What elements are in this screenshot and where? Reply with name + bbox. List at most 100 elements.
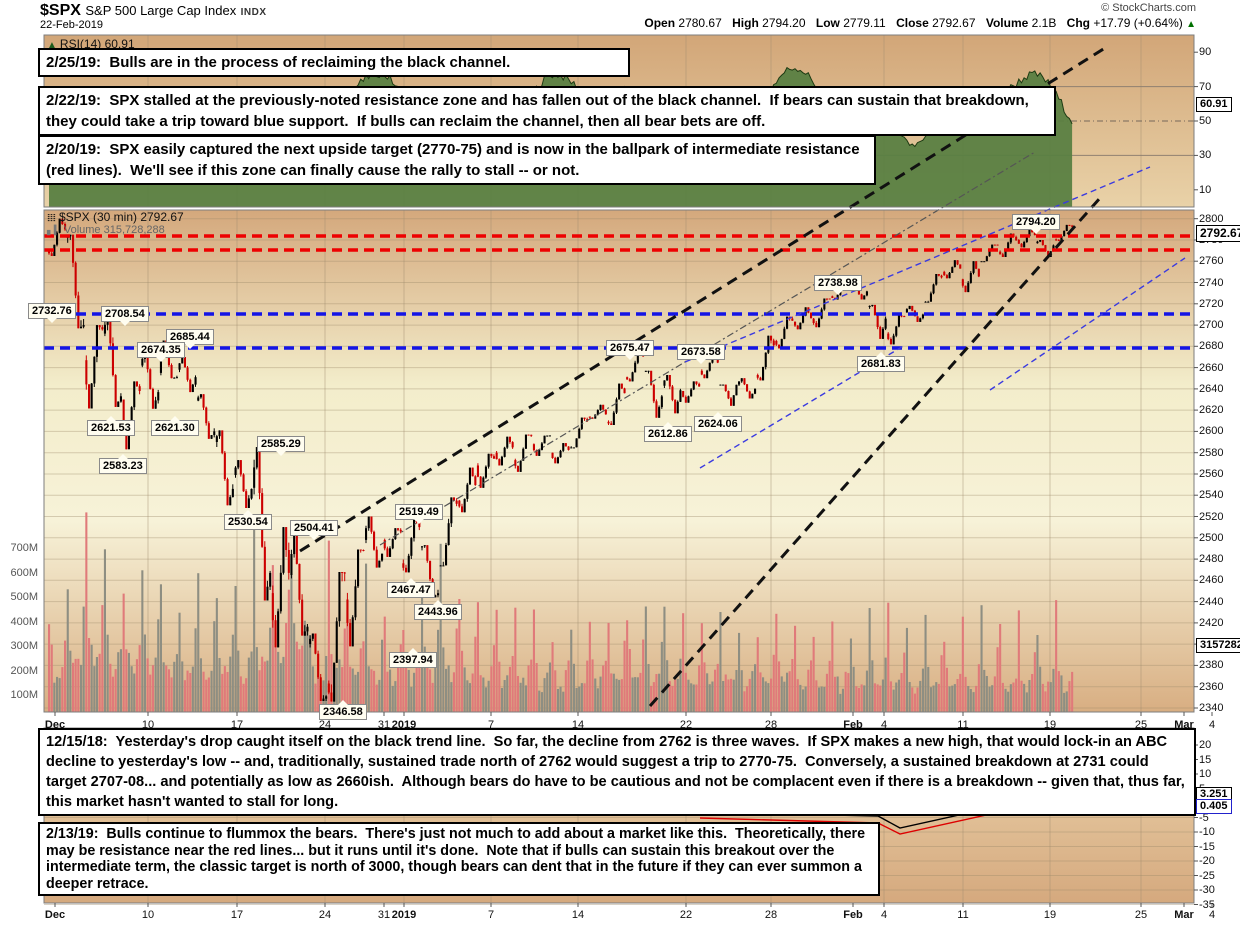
chart-header: $SPX S&P 500 Large Cap Index INDX bbox=[40, 2, 267, 20]
price-axis-label: 2620 bbox=[1199, 404, 1224, 416]
price-axis-label: 2540 bbox=[1199, 489, 1224, 501]
quote-value: 2.1B bbox=[1031, 16, 1057, 30]
volume-axis-label: 100M bbox=[10, 689, 38, 701]
date-axis-label: 2019 bbox=[391, 909, 417, 921]
macd-axis-label: -25 bbox=[1199, 869, 1215, 882]
callout-pointer bbox=[413, 519, 424, 524]
volume-axis-label: 700M bbox=[10, 542, 38, 554]
price-axis-label: 2640 bbox=[1199, 383, 1224, 395]
price-axis-label: 2380 bbox=[1199, 659, 1224, 671]
ohlc-quote-line: Open 2780.67 High 2794.20 Low 2779.11 Cl… bbox=[637, 16, 1196, 30]
date-axis-label: 24 bbox=[318, 909, 332, 921]
macd-axis-label: -20 bbox=[1199, 855, 1215, 867]
date-axis-label: 7 bbox=[487, 909, 495, 921]
macd-axis-label: 15 bbox=[1199, 753, 1212, 766]
rsi-axis-label: 10 bbox=[1199, 183, 1212, 196]
rsi-axis-label: 50 bbox=[1199, 115, 1212, 127]
price-axis-label: 2520 bbox=[1199, 511, 1224, 523]
date-axis-label: Mar bbox=[1174, 909, 1194, 921]
price-callout-label: 2612.86 bbox=[644, 422, 692, 442]
callout-pointer bbox=[337, 700, 348, 705]
callout-pointer bbox=[407, 648, 418, 653]
rsi-pane-label: ▲ RSI(14) 60.91 bbox=[47, 37, 135, 51]
price-callout-label: 2467.47 bbox=[387, 578, 435, 598]
price-axis-label: 2800 bbox=[1199, 213, 1224, 225]
annotation-note-2-13: 2/13/19: Bulls continue to flummox the b… bbox=[38, 822, 880, 896]
macd-value-bubble: 3.251 bbox=[1196, 787, 1232, 802]
price-callout-label: 2708.54 bbox=[101, 306, 149, 326]
copyright: © StockCharts.com bbox=[1101, 2, 1196, 14]
callout-pointer bbox=[105, 416, 116, 421]
price-axis-label: 2500 bbox=[1199, 532, 1224, 544]
price-callout-label: 2346.58 bbox=[319, 700, 367, 720]
date-axis-label: 14 bbox=[571, 909, 585, 921]
callout-pointer bbox=[308, 535, 319, 540]
rsi-axis-label: 90 bbox=[1199, 46, 1212, 59]
callout-pointer bbox=[46, 318, 57, 323]
callout-pointer bbox=[155, 357, 166, 362]
price-axis-label: 2680 bbox=[1199, 340, 1224, 352]
date-axis-label: Feb bbox=[843, 909, 863, 921]
callout-pointer bbox=[242, 510, 253, 515]
price-axis-label: 2720 bbox=[1199, 298, 1224, 310]
callout-pointer bbox=[624, 355, 635, 360]
date-axis-label: 10 bbox=[141, 909, 155, 921]
date-axis-label: 11 bbox=[957, 909, 969, 921]
callout-pointer bbox=[405, 578, 416, 583]
price-callout-label: 2673.58 bbox=[677, 344, 725, 364]
volume-axis-label: 500M bbox=[10, 591, 38, 603]
macd-axis-label: -35 bbox=[1199, 898, 1215, 911]
callout-pointer bbox=[275, 451, 286, 456]
annotation-note-2-20: 2/20/19: SPX easily captured the next up… bbox=[38, 135, 876, 185]
volume-axis-label: 600M bbox=[10, 566, 38, 579]
price-callout-label: 2794.20 bbox=[1012, 214, 1060, 234]
price-callout-label: 2685.44 bbox=[166, 329, 214, 349]
date-axis-label: 7 bbox=[487, 719, 495, 731]
date-axis-label: 22 bbox=[679, 909, 693, 921]
price-axis-label: 2460 bbox=[1199, 574, 1224, 586]
volume-pane-label: ▖▍ Volume 315,728,288 bbox=[47, 224, 165, 236]
price-callout-label: 2732.76 bbox=[28, 303, 76, 323]
annotation-note-12-15: 12/15/18: Yesterday's drop caught itself… bbox=[38, 728, 1196, 816]
volume-axis-label: 300M bbox=[10, 640, 38, 652]
callout-pointer bbox=[119, 321, 130, 326]
callout-pointer bbox=[117, 454, 128, 459]
date-axis-label: 4 bbox=[880, 909, 888, 921]
callout-pointer bbox=[875, 352, 886, 357]
price-callout-label: 2675.47 bbox=[606, 340, 654, 360]
symbol-label: $SPX bbox=[40, 2, 81, 19]
date-axis-label: 28 bbox=[764, 909, 778, 921]
price-callout-label: 2624.06 bbox=[694, 412, 742, 432]
price-callout-label: 2585.29 bbox=[257, 436, 305, 456]
symbol-name: S&P 500 Large Cap Index bbox=[85, 3, 237, 18]
rsi-axis-label: 70 bbox=[1199, 80, 1212, 93]
macd-axis-label: -30 bbox=[1199, 884, 1215, 896]
quote-value: 2780.67 bbox=[678, 16, 722, 30]
price-axis-label: 2700 bbox=[1199, 319, 1224, 331]
date-axis-label: 19 bbox=[1043, 909, 1057, 921]
quote-key: High bbox=[732, 16, 759, 30]
date-axis-label: 25 bbox=[1134, 909, 1148, 921]
price-callout-label: 2738.98 bbox=[814, 275, 862, 295]
date-axis-label: 4 bbox=[880, 719, 888, 731]
price-axis-label: 2740 bbox=[1199, 277, 1224, 289]
chart-date: 22-Feb-2019 bbox=[40, 19, 103, 31]
quote-key: Volume bbox=[985, 16, 1029, 30]
macd-axis-label: -10 bbox=[1199, 826, 1215, 838]
callout-pointer bbox=[832, 290, 843, 295]
price-callout-label: 2681.83 bbox=[857, 352, 905, 372]
quote-key: Low bbox=[815, 16, 840, 30]
date-axis-label: 31 bbox=[377, 909, 391, 921]
exchange-label: INDX bbox=[240, 7, 267, 18]
callout-pointer bbox=[432, 600, 443, 605]
callout-pointer bbox=[712, 412, 723, 417]
date-axis-label: 4 bbox=[1208, 909, 1216, 921]
price-axis-label: 2580 bbox=[1199, 447, 1224, 459]
quote-value: 2792.67 bbox=[932, 16, 976, 30]
quote-key: Chg bbox=[1066, 16, 1090, 30]
price-callout-label: 2674.35 bbox=[137, 342, 185, 362]
annotation-note-2-25: 2/25/19: Bulls are in the process of rec… bbox=[38, 48, 630, 77]
callout-pointer bbox=[169, 416, 180, 421]
macd-axis-label: -5 bbox=[1199, 811, 1209, 824]
